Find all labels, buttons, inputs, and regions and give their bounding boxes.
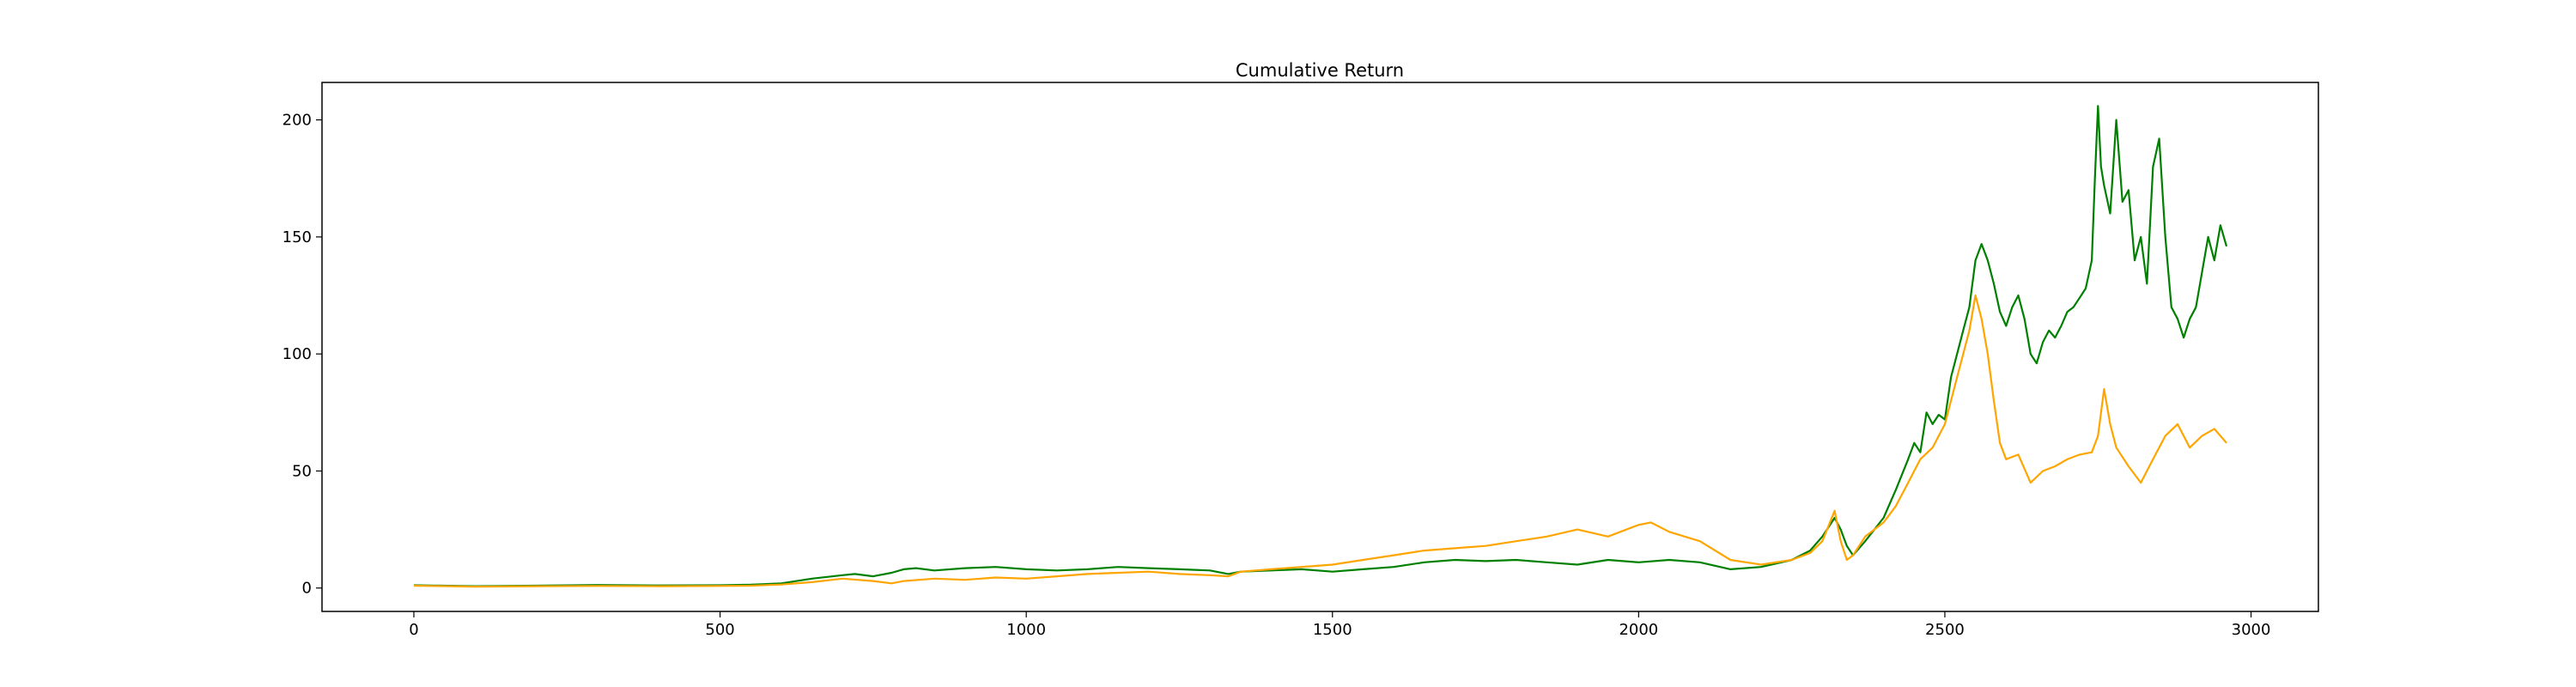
y-tick-label: 150 [283,228,312,246]
x-tick-label: 500 [705,621,734,639]
y-tick-label: 200 [283,112,312,130]
x-tick-label: 2500 [1925,621,1965,639]
x-tick-label: 0 [409,621,418,639]
y-tick-label: 50 [292,462,312,480]
x-axis: 0 500 1000 1500 2000 2500 3000 [409,611,2270,639]
y-tick-label: 100 [283,345,312,363]
x-tick-label: 2000 [1619,621,1658,639]
x-tick-label: 3000 [2232,621,2271,639]
chart-title: Cumulative Return [1236,60,1404,81]
series-line-2 [413,294,2227,588]
series-line-1 [413,105,2228,587]
x-tick-label: 1500 [1313,621,1352,639]
y-tick-label: 0 [302,580,312,598]
y-axis: 0 50 100 150 200 [283,112,322,598]
series-layer [413,105,2228,588]
plot-frame [321,82,2319,612]
x-tick-label: 1000 [1006,621,1046,639]
